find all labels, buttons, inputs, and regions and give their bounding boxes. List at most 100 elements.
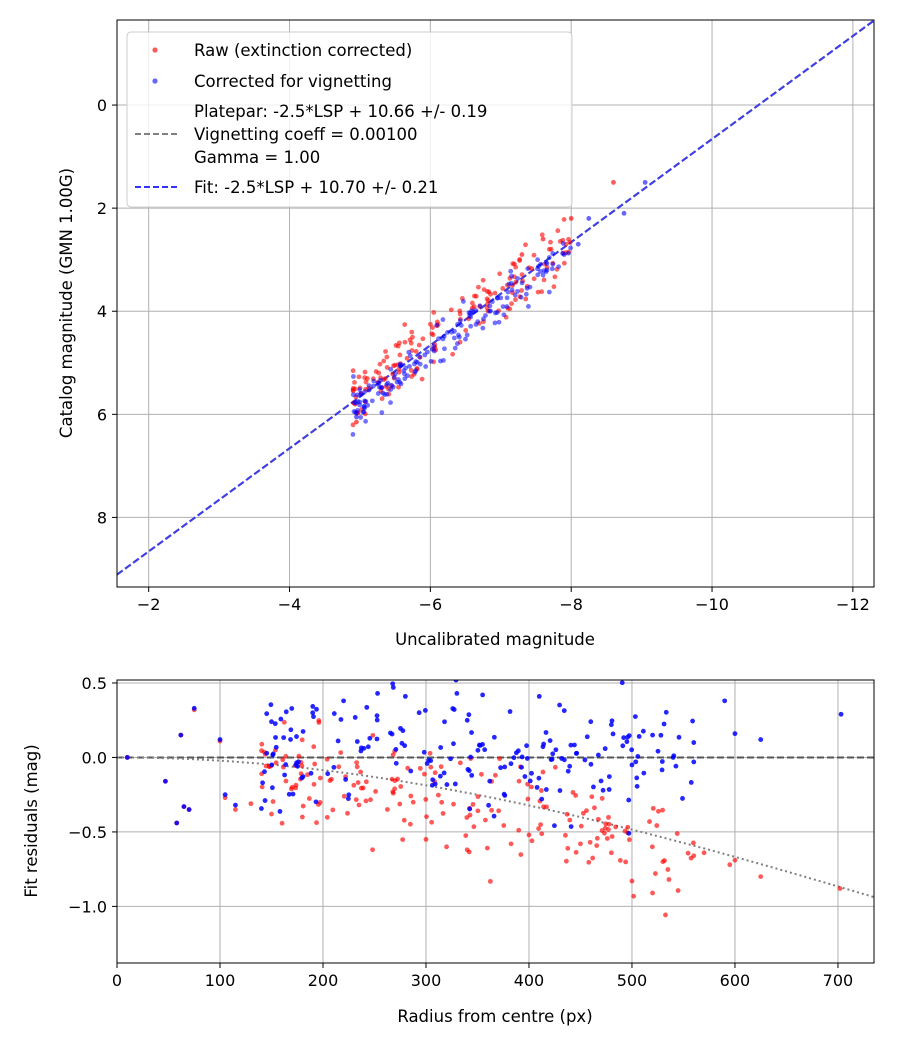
raw-residual-point (492, 772, 498, 778)
raw-residual-point (603, 821, 609, 827)
corrected-residual-point (365, 744, 371, 750)
bottom-ticks: 0 100 200 300 400 500 600 700 0.5 0.0 −0.5 −1.0 (68, 674, 853, 990)
corrected-residual-point (294, 734, 299, 739)
raw-residual-point (665, 867, 671, 872)
corrected-residual-point (635, 753, 641, 759)
y-tick-label: −1.0 (68, 897, 107, 916)
legend-label-fit: Fit: -2.5*LSP + 10.70 +/- 0.21 (194, 178, 438, 197)
raw-residual-point (279, 820, 285, 826)
y-tick-label: 6 (97, 405, 107, 424)
raw-point (381, 358, 387, 364)
corrected-residual-point (454, 691, 460, 696)
corrected-point (361, 404, 367, 410)
corrected-residual-point (625, 734, 631, 740)
corrected-residual-point (559, 756, 565, 761)
corrected-point (438, 358, 443, 364)
corrected-residual-point (283, 709, 289, 715)
corrected-point (440, 336, 446, 342)
corrected-point (496, 319, 502, 325)
corrected-point (483, 313, 488, 318)
raw-residual-point (482, 817, 488, 823)
raw-residual-point (595, 816, 601, 822)
top-scatter-plot: −2 −4 −6 −8 −10 −12 0 2 4 6 8 Uncalibrated magnitu… (57, 19, 875, 649)
corrected-residual-point (272, 721, 278, 727)
corrected-point (501, 312, 507, 318)
corrected-point (560, 241, 566, 246)
raw-residual-point (330, 807, 336, 813)
bottom-plot-frame (116, 679, 875, 964)
corrected-residual-point (511, 755, 517, 761)
raw-point (541, 277, 547, 283)
raw-point (523, 242, 528, 248)
x-tick-label: 400 (514, 971, 545, 990)
corrected-residual-point (529, 770, 534, 776)
raw-point (382, 376, 388, 382)
raw-point (420, 336, 426, 342)
corrected-residual-point (282, 772, 288, 778)
raw-residual-point (563, 832, 568, 838)
raw-residual-point (529, 838, 535, 844)
corrected-point (586, 216, 592, 221)
raw-point (539, 232, 545, 238)
corrected-residual-point (670, 755, 676, 760)
corrected-point (504, 304, 510, 309)
raw-point (517, 257, 523, 262)
corrected-point (523, 291, 529, 297)
corrected-point (525, 266, 531, 272)
raw-point (492, 290, 498, 296)
corrected-point (357, 399, 363, 405)
corrected-point (556, 264, 562, 270)
raw-residual-point (484, 845, 490, 851)
corrected-residual-point (438, 745, 444, 750)
corrected-point (431, 343, 437, 349)
corrected-residual-point (300, 729, 306, 734)
corrected-residual-point (174, 820, 180, 826)
corrected-point (480, 325, 486, 331)
corrected-point (504, 295, 510, 301)
corrected-residual-point (487, 778, 493, 784)
raw-residual-point (516, 827, 522, 833)
raw-residual-point (463, 833, 469, 838)
corrected-residual-point (582, 757, 588, 763)
corrected-residual-point (498, 765, 504, 771)
raw-residual-point (306, 796, 312, 801)
corrected-point (489, 299, 495, 305)
corrected-residual-point (482, 747, 488, 753)
raw-point (362, 369, 368, 375)
raw-residual-point (647, 819, 652, 824)
corrected-point (398, 381, 404, 387)
raw-residual-point (427, 750, 433, 756)
raw-residual-point (516, 778, 522, 784)
corrected-residual-point (557, 788, 563, 793)
raw-residual-point (351, 782, 357, 788)
raw-residual-point (312, 761, 318, 767)
raw-point (519, 288, 525, 293)
raw-residual-point (283, 753, 289, 759)
corrected-residual-point (543, 787, 549, 792)
corrected-point (423, 364, 429, 369)
corrected-point (518, 294, 524, 300)
corrected-residual-point (300, 774, 306, 779)
corrected-residual-point (451, 707, 457, 712)
raw-residual-point (609, 834, 615, 839)
corrected-point (407, 363, 412, 369)
corrected-point (370, 383, 376, 389)
corrected-residual-point (453, 680, 459, 683)
corrected-residual-point (181, 804, 187, 810)
raw-residual-point (580, 810, 586, 816)
raw-point (457, 311, 463, 317)
bottom-x-axis-label: Radius from centre (px) (397, 1007, 592, 1026)
corrected-residual-point (588, 761, 594, 767)
corrected-residual-point (398, 725, 403, 731)
corrected-point (475, 319, 481, 325)
corrected-point (500, 304, 506, 310)
raw-residual-point (650, 805, 656, 811)
raw-residual-point (432, 770, 438, 776)
corrected-point (375, 391, 381, 396)
corrected-residual-point (374, 713, 380, 719)
raw-residual-point (518, 852, 524, 858)
raw-residual-point (539, 831, 545, 837)
corrected-residual-point (325, 771, 331, 777)
raw-residual-point (617, 857, 623, 863)
raw-point (363, 379, 369, 385)
